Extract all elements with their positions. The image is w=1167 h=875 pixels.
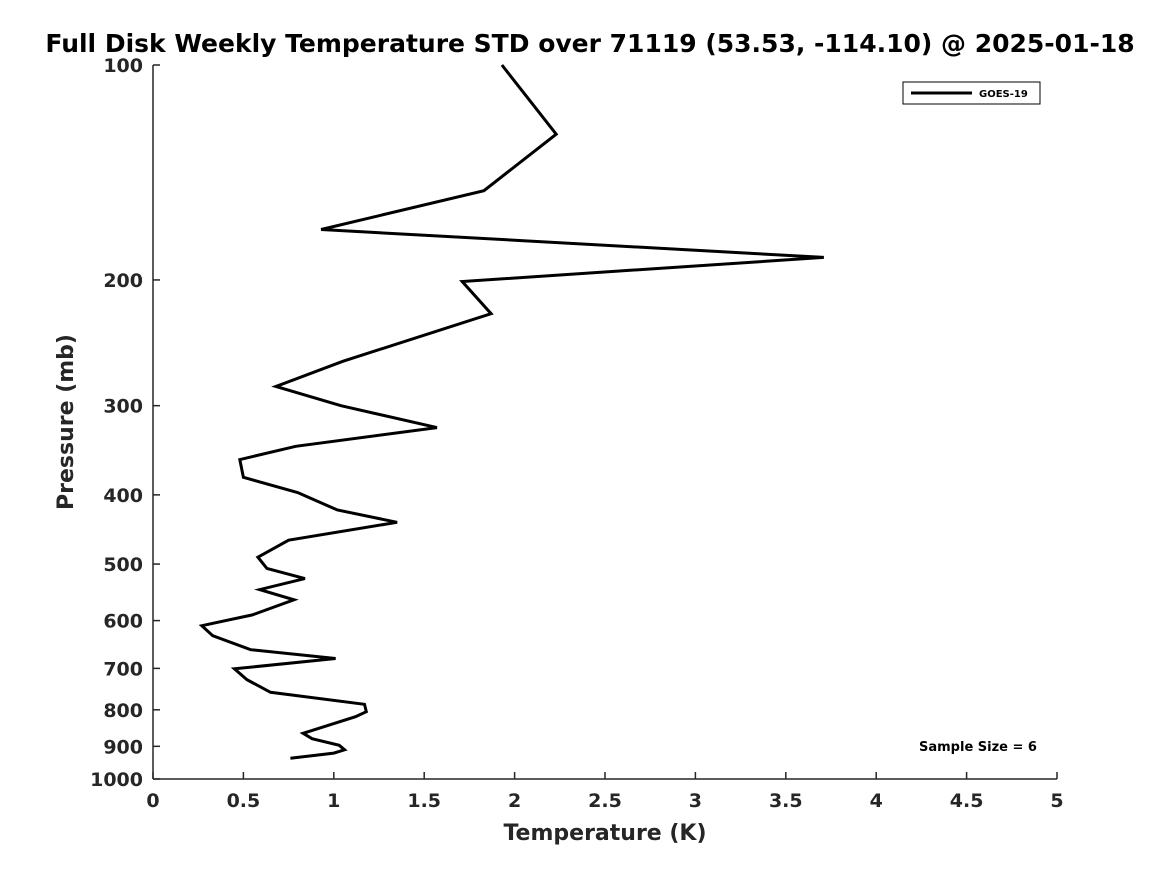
series-line-goes-19 xyxy=(198,64,824,760)
x-tick-label: 0.5 xyxy=(227,790,261,812)
x-tick-label: 1.5 xyxy=(407,790,441,812)
x-tick-label: 3 xyxy=(689,790,702,812)
x-ticks: 0 0.5 1 1.5 2 2.5 3 3.5 4 4.5 5 xyxy=(146,772,1064,812)
x-tick-label: 2.5 xyxy=(588,790,622,812)
y-tick-label: 900 xyxy=(103,736,143,758)
chart-title: Full Disk Weekly Temperature STD over 71… xyxy=(45,29,1134,58)
x-tick-label: 0 xyxy=(146,790,159,812)
y-tick-label: 300 xyxy=(103,396,143,418)
x-tick-label: 2 xyxy=(508,790,521,812)
y-tick-label: 200 xyxy=(103,270,143,292)
series-layer xyxy=(198,64,824,760)
legend: GOES-19 xyxy=(902,81,1041,105)
x-tick-label: 4.5 xyxy=(950,790,984,812)
y-tick-label: 700 xyxy=(103,658,143,680)
y-ticks: 100 200 300 400 500 600 700 800 900 1000 xyxy=(90,55,160,791)
y-tick-label: 1000 xyxy=(90,769,143,791)
x-tick-label: 3.5 xyxy=(769,790,803,812)
y-tick-label: 800 xyxy=(103,700,143,722)
x-tick-label: 4 xyxy=(870,790,883,812)
x-tick-label: 5 xyxy=(1050,790,1063,812)
sample-size-annotation: Sample Size = 6 xyxy=(919,740,1037,755)
y-tick-label: 500 xyxy=(103,554,143,576)
plot-area: 0 0.5 1 1.5 2 2.5 3 3.5 4 4.5 5 100 200 300 400 500 600… xyxy=(90,55,1064,812)
y-tick-label: 100 xyxy=(103,55,143,77)
y-axis-label: Pressure (mb) xyxy=(54,334,79,510)
y-tick-label: 600 xyxy=(103,611,143,633)
x-tick-label: 1 xyxy=(327,790,340,812)
y-tick-label: 400 xyxy=(103,485,143,507)
x-axis-label: Temperature (K) xyxy=(503,821,706,846)
legend-label: GOES-19 xyxy=(979,89,1028,100)
